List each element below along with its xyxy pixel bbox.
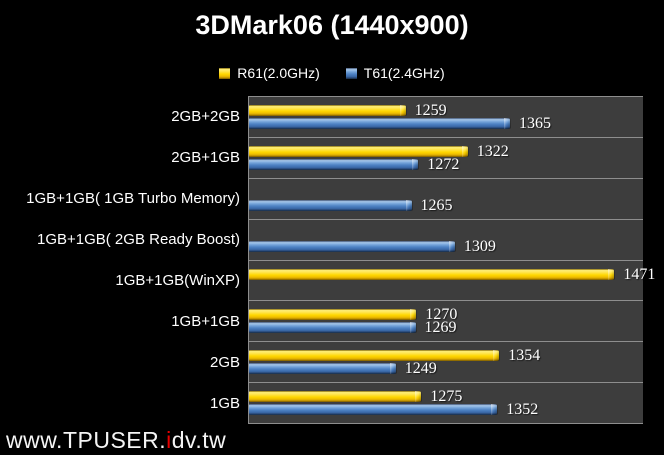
bar-t61 bbox=[249, 158, 420, 170]
slot-t61 bbox=[249, 282, 643, 293]
category-labels: 2GB+2GB 2GB+1GB 1GB+1GB( 1GB Turbo Memory)… bbox=[0, 96, 240, 424]
watermark: www.TPUSER.idv.tw bbox=[6, 427, 226, 454]
bar-r61 bbox=[249, 309, 418, 321]
bar-r61 bbox=[249, 391, 423, 403]
value-label: 1352 bbox=[506, 401, 539, 419]
slot-t61: 1249 bbox=[249, 360, 643, 378]
value-label: 1471 bbox=[623, 265, 656, 283]
legend-marker-yellow-icon bbox=[219, 67, 231, 79]
slot-t61: 1352 bbox=[249, 401, 643, 419]
category-label: 1GB+1GB( 2GB Ready Boost) bbox=[36, 231, 240, 248]
bar-r61 bbox=[249, 145, 469, 157]
bar-r61 bbox=[249, 350, 501, 362]
slot-r61: 1322 bbox=[249, 142, 643, 160]
slot-t61: 1265 bbox=[249, 196, 643, 214]
slot-r61: 1270 bbox=[249, 306, 643, 324]
bar-t61 bbox=[249, 199, 412, 211]
value-label: 1272 bbox=[427, 155, 460, 173]
legend-label: R61(2.0GHz) bbox=[237, 65, 320, 81]
category-band: 1354 1249 bbox=[249, 342, 643, 384]
plot-area: 1259 1365 1322 1272 1265 1309 1471 1270 1269 1354… bbox=[248, 96, 655, 424]
category-band: 1322 1272 bbox=[249, 138, 643, 179]
value-label: 1249 bbox=[404, 360, 437, 378]
bar-t61 bbox=[249, 240, 456, 252]
legend-item-r61: R61(2.0GHz) bbox=[219, 65, 320, 81]
bar-r61 bbox=[249, 105, 407, 116]
category-band: 1265 bbox=[249, 179, 643, 220]
watermark-accent: i bbox=[166, 427, 172, 453]
category-band: 1309 bbox=[249, 220, 643, 261]
slot-t61: 1309 bbox=[249, 237, 643, 255]
bar-t61 bbox=[249, 404, 499, 416]
watermark-prefix: www.TPUSER. bbox=[6, 427, 167, 453]
legend-label: T61(2.4GHz) bbox=[363, 65, 445, 81]
value-label: 1322 bbox=[476, 142, 509, 160]
legend-item-t61: T61(2.4GHz) bbox=[345, 65, 445, 81]
value-label: 1309 bbox=[463, 237, 496, 255]
value-label: 1275 bbox=[430, 388, 463, 406]
value-label: 1269 bbox=[424, 319, 457, 337]
slot-r61 bbox=[249, 228, 643, 239]
category-label: 2GB bbox=[209, 354, 240, 371]
category-band: 1275 1352 bbox=[249, 383, 643, 424]
bar-t61 bbox=[249, 322, 416, 334]
category-band: 1270 1269 bbox=[249, 301, 643, 343]
bar-r61 bbox=[249, 268, 616, 280]
category-label: 1GB+1GB(WinXP) bbox=[115, 272, 240, 289]
slot-r61: 1354 bbox=[249, 347, 643, 365]
bar-t61 bbox=[249, 118, 511, 129]
slot-r61: 1275 bbox=[249, 388, 643, 406]
category-label: 1GB bbox=[209, 395, 240, 412]
legend-marker-blue-icon bbox=[345, 67, 357, 79]
value-label: 1265 bbox=[420, 196, 453, 214]
category-band: 1471 bbox=[249, 261, 655, 302]
value-label: 1270 bbox=[425, 306, 458, 324]
slot-t61: 1272 bbox=[249, 155, 643, 173]
legend: R61(2.0GHz) T61(2.4GHz) bbox=[0, 64, 664, 82]
watermark-suffix: dv.tw bbox=[171, 427, 227, 453]
category-label: 1GB+1GB( 1GB Turbo Memory) bbox=[26, 190, 240, 207]
chart-title: 3DMark06 (1440x900) bbox=[195, 10, 469, 40]
category-label: 1GB+1GB bbox=[171, 313, 240, 330]
slot-r61: 1471 bbox=[249, 266, 655, 282]
category-band: 1259 1365 bbox=[249, 97, 643, 138]
bar-t61 bbox=[249, 363, 397, 375]
category-label: 2GB+1GB bbox=[171, 149, 240, 166]
value-label: 1354 bbox=[508, 347, 541, 365]
slot-t61: 1269 bbox=[249, 319, 643, 337]
value-label: 1259 bbox=[414, 102, 447, 119]
slot-r61: 1259 bbox=[249, 102, 643, 119]
category-label: 2GB+2GB bbox=[171, 108, 240, 125]
slot-t61: 1365 bbox=[249, 115, 643, 132]
value-label: 1365 bbox=[519, 115, 551, 132]
